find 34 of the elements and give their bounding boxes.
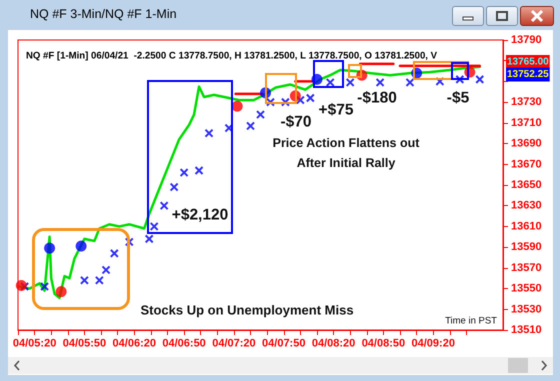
y-tick-label: 13510 <box>511 324 542 336</box>
annotation: +$75 <box>318 102 354 118</box>
x-tick-label: 04/06:20 <box>112 338 156 350</box>
y-tick-label: 13610 <box>511 220 542 232</box>
x-tick-label: 04/08:20 <box>312 338 356 350</box>
x-tick-label: 04/06:50 <box>162 338 206 350</box>
text: 13765.00 <box>507 56 550 68</box>
x-tick-label: 04/05:50 <box>62 338 106 350</box>
x-tick-label: 04/07:50 <box>262 338 306 350</box>
y-tick-label: 13570 <box>511 262 542 274</box>
y-tick-label: 13790 <box>511 34 542 46</box>
y-tick-label: 13670 <box>511 158 542 170</box>
x-tick-label: 04/09:20 <box>412 338 455 350</box>
annotation: -$180 <box>357 90 397 106</box>
y-tick-label: 13590 <box>511 241 542 254</box>
y-tick-label: 13630 <box>511 200 542 212</box>
annotation: -$70 <box>280 114 312 130</box>
y-tick-label: 13530 <box>511 303 542 316</box>
x-tick-label: 04/08:50 <box>362 338 406 350</box>
y-tick-label: 13710 <box>511 116 542 129</box>
annotation: Price Action Flattens out After Initial Rally <box>272 136 420 170</box>
text: 13752.25 <box>507 69 550 80</box>
annotation: +$2,120 <box>172 206 228 224</box>
annotation: Stocks Up on Unemployment Miss <box>140 302 354 318</box>
y-tick-label: 13690 <box>511 138 542 150</box>
annotation: Time in PST <box>445 316 498 326</box>
y-tick-label: 13730 <box>511 96 542 108</box>
chart-title: NQ #F 3-Min/NQ #F 1-Min <box>30 7 177 21</box>
y-tick-label: 13650 <box>511 179 542 191</box>
x-tick-label: 04/07:20 <box>212 338 256 350</box>
x-tick-label: 04/05:20 <box>12 338 56 350</box>
y-tick-label: 13550 <box>511 282 542 295</box>
annotation: -$5 <box>446 90 470 106</box>
text: NQ #F [1-Min] 06/04/21 -2.2500 C 13778.7500, H 13781.2500, L 13778.7500, O 13781.2500, V <box>26 50 438 62</box>
